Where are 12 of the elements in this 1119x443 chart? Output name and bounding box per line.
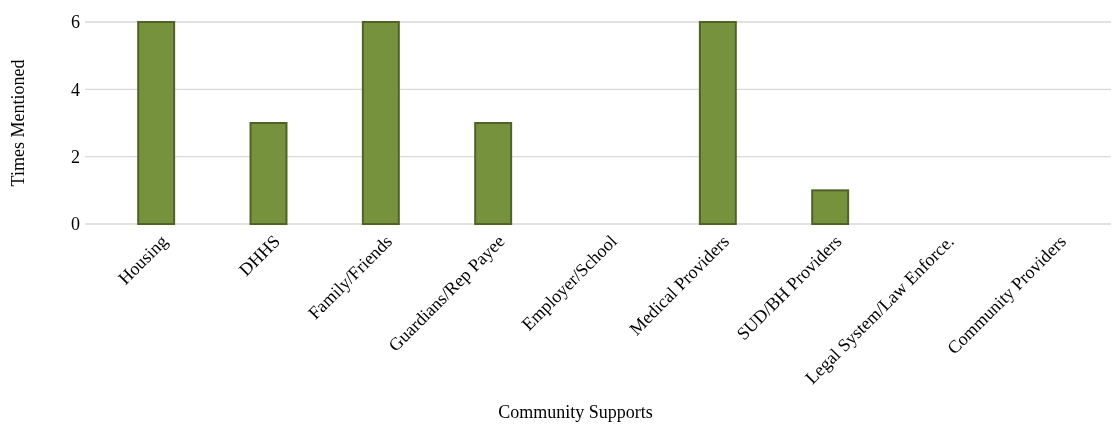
bar <box>137 21 176 225</box>
bar <box>811 189 850 225</box>
y-tick-label: 0 <box>71 214 80 235</box>
x-axis-title: Community Supports <box>498 402 653 422</box>
y-tick-label: 2 <box>71 146 80 167</box>
y-tick-label: 6 <box>71 12 80 33</box>
bar <box>249 122 288 225</box>
bar <box>474 122 513 225</box>
y-tick-label: 4 <box>71 79 80 100</box>
bar <box>361 21 400 225</box>
y-axis-title: Times Mentioned <box>8 59 28 187</box>
bar <box>698 21 737 225</box>
